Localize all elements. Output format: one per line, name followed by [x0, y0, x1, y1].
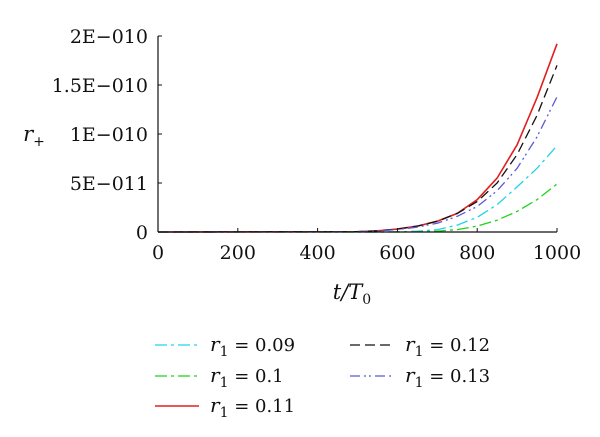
legend-label: r1 = 0.13 [405, 363, 490, 391]
x-tick-label: 200 [220, 242, 256, 264]
x-tick-label: 400 [299, 242, 335, 264]
legend-item: r1 = 0.13 [350, 363, 490, 391]
x-axis-label: t/T0 [333, 280, 371, 308]
legend: r1 = 0.09 r1 = 0.1r1 = 0.11 r1 = 0.12 r1 = … [155, 332, 490, 421]
y-tick-label: 0 [136, 222, 148, 244]
series-line [158, 145, 558, 233]
y-tick-label: 5E−011 [70, 173, 148, 195]
y-tick-label: 1.5E−010 [52, 75, 148, 97]
axis-labels: t/T0 r+ [23, 122, 371, 308]
legend-item: r1 = 0.11 [155, 393, 295, 421]
y-axis-label: r+ [23, 122, 45, 150]
axes: 0 200 400 600 800 1000 0 5E−011 1E−010 1.5E−010 2E… [52, 26, 581, 264]
legend-item: r1 = 0.09 [155, 332, 295, 360]
legend-label: r1 = 0.1 [210, 363, 284, 391]
x-tick-label: 800 [459, 242, 495, 264]
legend-label: r1 = 0.09 [210, 332, 295, 360]
y-tick-label: 2E−010 [70, 26, 148, 48]
legend-item: r1 = 0.1 [155, 363, 284, 391]
x-tick-label: 0 [152, 242, 164, 264]
series-line [158, 183, 558, 233]
x-tick-label: 600 [379, 242, 415, 264]
legend-label: r1 = 0.11 [210, 393, 295, 421]
y-tick-label: 1E−010 [70, 124, 148, 146]
legend-item: r1 = 0.12 [350, 332, 490, 360]
series-line [157, 96, 558, 233]
plot-area [157, 43, 558, 233]
legend-label: r1 = 0.12 [405, 332, 490, 360]
series-line [157, 65, 558, 233]
x-tick-label: 1000 [533, 242, 581, 264]
